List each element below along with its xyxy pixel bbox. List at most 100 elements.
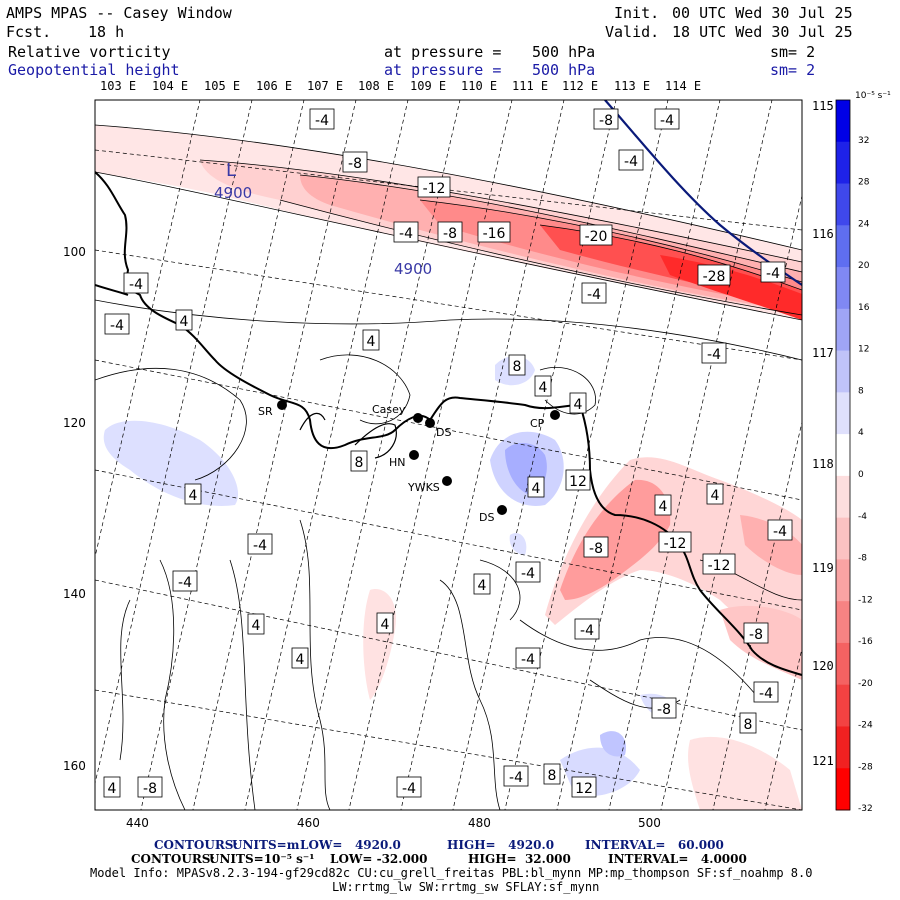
colorbar-segment (836, 267, 850, 310)
footer-contour1-high: HIGH= 4920.0 (447, 838, 555, 852)
contour-value-text: 4 (381, 617, 390, 633)
colorbar-tick: -8 (858, 554, 867, 564)
station-name: HN (389, 456, 406, 469)
station-dot (442, 476, 452, 486)
station-name: DS (436, 426, 451, 439)
contour-value-label: 4 (362, 329, 380, 351)
contour-value-label: 4 (247, 613, 265, 635)
station-dot (409, 450, 419, 460)
field2-name: Geopotential height (8, 61, 180, 79)
station-dot (277, 400, 287, 410)
init-time: 00 UTC Wed 30 Jul 25 (672, 4, 853, 22)
contour-value-text: -28 (703, 269, 726, 285)
contour-labels: -4 -8 -4 -4 -8 -12 -4 -8 -16 -20 -28 -4 -4 -4 -4 -4 4 4 8 4… (103, 108, 793, 798)
field1-pressure-label: at pressure = (384, 43, 502, 61)
topography (299, 412, 397, 459)
low-center-label: L (226, 160, 236, 181)
longitude-label: 111 E (512, 79, 548, 93)
contour-value-label: 4 (654, 494, 672, 516)
colorbar-tick: -28 (858, 762, 873, 772)
contour-value-text: -4 (624, 154, 638, 170)
contour-value-text: 8 (744, 717, 753, 733)
field2-pressure-label: at pressure = (384, 61, 502, 79)
contour-value-text: -16 (483, 226, 506, 242)
contour-value-label: -4 (396, 776, 422, 798)
footer-contour2-label: CONTOURS: (131, 852, 215, 866)
contour-value-label: -4 (515, 561, 541, 583)
contour-value-label: -4 (618, 149, 644, 171)
contour-value-label: 4 (103, 776, 121, 798)
station-marker: DS (425, 418, 451, 439)
contour-value-text: -4 (253, 538, 267, 554)
contour-value-label: -8 (583, 536, 609, 558)
contour-value-label: -12 (417, 176, 451, 198)
valid-label: Valid. (605, 23, 660, 41)
contour-value-text: -12 (423, 181, 446, 197)
station-name: Casey (372, 403, 406, 416)
contour-value-text: 8 (355, 455, 364, 471)
longitude-label: 109 E (410, 79, 446, 93)
contour-value-text: 4 (659, 499, 668, 515)
contour-value-label: -8 (593, 108, 619, 130)
height-label: 4900 (214, 184, 252, 202)
contour-value-text: -4 (129, 277, 143, 293)
field1-pressure: 500 hPa (532, 43, 596, 61)
colorbar-tick: -32 (858, 804, 873, 814)
contour-value-label: -28 (697, 264, 731, 286)
contour-value-text: -4 (178, 575, 192, 591)
station-name: CP (530, 417, 545, 430)
footer-contour1-units: UNITS=m (232, 838, 300, 852)
contour-value-text: 4 (367, 334, 376, 350)
contour-value-text: -4 (110, 318, 124, 334)
contour-value-label: -20 (579, 224, 613, 246)
contour-value-text: -8 (749, 627, 763, 643)
colorbar-segment (836, 642, 850, 686)
init-label: Init. (614, 4, 660, 22)
colorbar-tick: 20 (858, 261, 870, 271)
station-marker: HN (389, 450, 419, 469)
contour-value-text: -20 (585, 229, 608, 245)
contour-value-text: 4 (296, 652, 305, 668)
contour-value-label: 8 (508, 354, 526, 376)
forecast-hour: 18 h (88, 23, 125, 41)
contour-value-label: 12 (565, 469, 591, 491)
contour-value-label: 4 (291, 647, 309, 669)
contour-value-label: -8 (437, 221, 463, 243)
valid-time: 18 UTC Wed 30 Jul 25 (672, 23, 853, 41)
contour-value-label: -4 (503, 765, 529, 787)
plot-title: AMPS MPAS -- Casey Window (6, 4, 232, 22)
longitude-label: 114 E (665, 79, 701, 93)
y-axis-tick: 140 (63, 587, 86, 601)
contour-value-text: -4 (509, 770, 523, 786)
station-marker: CP (530, 410, 560, 430)
contour-value-label: -4 (654, 108, 680, 130)
longitude-label: 113 E (614, 79, 650, 93)
contour-value-label: -4 (581, 282, 607, 304)
colorbar-segment (836, 475, 850, 519)
colorbar-tick: 8 (858, 386, 864, 396)
station-name: YWKS (407, 481, 440, 494)
contour-value-text: 4 (252, 618, 261, 634)
station-name: DS (479, 511, 494, 524)
contour-value-label: 4 (534, 375, 552, 397)
contour-value-text: -4 (660, 113, 674, 129)
contour-value-label: -4 (123, 272, 149, 294)
x-axis-tick: 440 (126, 816, 149, 830)
colorbar-tick: -4 (858, 512, 867, 522)
contour-value-label: 4 (184, 483, 202, 505)
colorbar-tick: 28 (858, 178, 870, 188)
footer-contour1-label: CONTOURS: (154, 838, 238, 852)
contour-value-label: -4 (753, 681, 779, 703)
contour-value-text: -4 (759, 686, 773, 702)
contour-value-text: -4 (521, 652, 535, 668)
y-axis-tick: 160 (63, 759, 86, 773)
colorbar-tick: 12 (858, 345, 869, 355)
footer-contour2-low: LOW= -32.000 (330, 852, 428, 866)
colorbar-tick: -24 (858, 721, 873, 731)
contour-value-text: 4 (532, 481, 541, 497)
contour-value-text: -4 (521, 566, 535, 582)
vorticity-map: 103 E 104 E 105 E 106 E 107 E 108 E 109 E 110 E… (63, 79, 891, 830)
footer-contour2-interval: INTERVAL= 4.0000 (608, 852, 747, 866)
colorbar-segment (836, 100, 850, 143)
contour-value-text: 4 (539, 380, 548, 396)
